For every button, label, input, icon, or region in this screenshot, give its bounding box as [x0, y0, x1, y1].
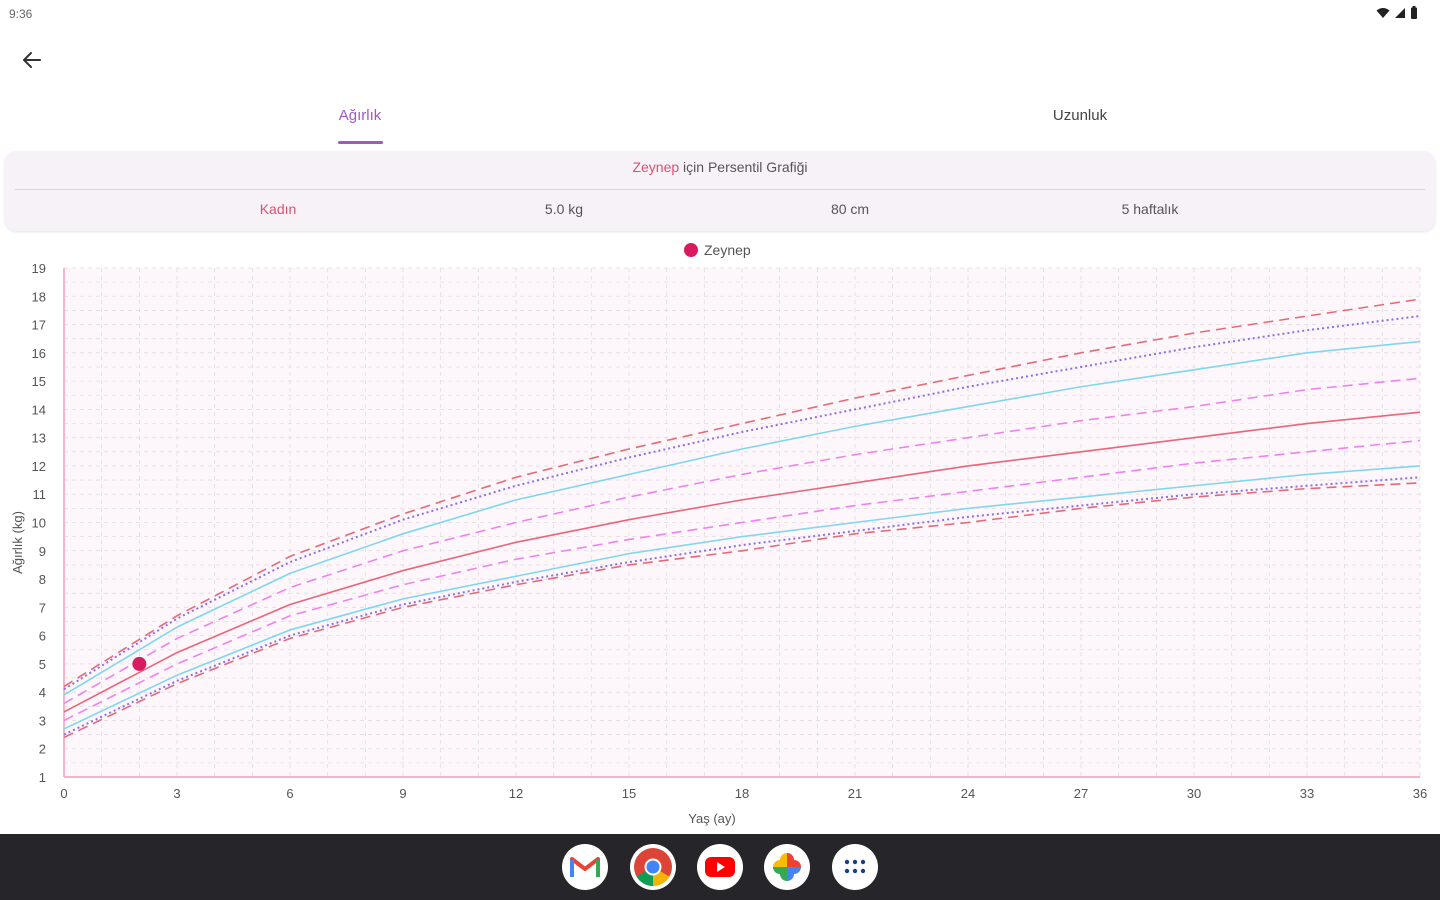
percentile-curve [63, 476, 1421, 736]
tab-length-label: Uzunluk [1052, 107, 1108, 124]
x-tick-label: 30 [1187, 786, 1201, 801]
percentile-curve [63, 377, 1421, 705]
active-tab-indicator [338, 141, 383, 144]
y-tick-label: 3 [39, 713, 46, 728]
y-axis-title: Ağırlık (kg) [10, 511, 25, 574]
x-tick-label: 18 [735, 786, 749, 801]
x-tick-label: 0 [60, 786, 67, 801]
y-tick-label: 7 [39, 600, 46, 615]
x-tick-label: 36 [1413, 786, 1427, 801]
y-tick-label: 17 [32, 318, 46, 333]
data-point [132, 656, 147, 671]
battery-icon [1411, 6, 1417, 19]
x-tick-label: 27 [1074, 786, 1088, 801]
x-tick-label: 3 [173, 786, 180, 801]
y-tick-label: 10 [32, 516, 46, 531]
y-tick-label: 8 [39, 572, 46, 587]
percentile-curve [63, 439, 1421, 722]
x-tick-label: 9 [399, 786, 406, 801]
info-card: Zeynep için Persentil Grafiği Kadın 5.0 … [5, 151, 1435, 231]
youtube-icon[interactable] [697, 844, 743, 890]
y-tick-label: 1 [39, 770, 46, 785]
legend-marker [684, 243, 698, 257]
percentile-curve [63, 298, 1421, 688]
x-tick-label: 33 [1300, 786, 1314, 801]
y-tick-label: 14 [32, 402, 46, 417]
legend-label: Zeynep [704, 242, 751, 258]
wifi-icon [1376, 7, 1390, 18]
status-bar: 9:36 [0, 0, 1440, 28]
info-divider [15, 189, 1425, 190]
navigation-bar [0, 834, 1440, 900]
height-value: 80 cm [830, 201, 870, 217]
y-tick-label: 16 [32, 346, 46, 361]
x-tick-label: 15 [622, 786, 636, 801]
y-tick-label: 2 [39, 742, 46, 757]
y-tick-label: 12 [32, 459, 46, 474]
x-tick-label: 21 [848, 786, 862, 801]
y-tick-label: 9 [39, 544, 46, 559]
y-tick-label: 4 [39, 685, 46, 700]
y-tick-label: 5 [39, 657, 46, 672]
x-tick-label: 6 [286, 786, 293, 801]
y-tick-label: 18 [32, 289, 46, 304]
percentile-curve [63, 465, 1421, 730]
child-name: Zeynep [632, 159, 680, 175]
info-title-rest: için Persentil Grafiği [679, 159, 808, 175]
tab-bar: Ağırlık Uzunluk [0, 96, 1440, 146]
tab-length[interactable]: Uzunluk [720, 96, 1440, 146]
percentile-curve [63, 340, 1421, 696]
x-tick-label: 24 [961, 786, 975, 801]
tab-weight[interactable]: Ağırlık [0, 96, 720, 146]
y-tick-label: 13 [32, 431, 46, 446]
status-time: 9:36 [9, 7, 33, 21]
signal-icon [1395, 7, 1405, 18]
percentile-curve [63, 482, 1421, 739]
weight-value: 5.0 kg [544, 201, 584, 217]
chrome-icon[interactable] [630, 844, 676, 890]
x-axis-title: Yaş (ay) [688, 811, 735, 826]
tab-weight-label: Ağırlık [338, 107, 382, 124]
y-tick-label: 11 [33, 487, 47, 502]
info-row: Kadın 5.0 kg 80 cm 5 haftalık [5, 201, 1435, 221]
gender-value: Kadın [259, 201, 297, 217]
app-bar [0, 36, 1440, 84]
arrow-back-icon [23, 52, 41, 68]
y-tick-label: 6 [39, 629, 46, 644]
gmail-icon[interactable] [562, 844, 608, 890]
back-button[interactable] [12, 40, 52, 80]
info-card-title: Zeynep için Persentil Grafiği [5, 159, 1435, 175]
photos-icon[interactable] [764, 844, 810, 890]
percentile-curve [63, 315, 1421, 691]
age-value: 5 haftalık [1121, 201, 1179, 217]
app-drawer-icon[interactable] [832, 844, 878, 890]
percentile-curve [63, 411, 1421, 713]
status-icons [1376, 6, 1418, 19]
y-tick-label: 19 [32, 261, 46, 276]
x-tick-label: 12 [509, 786, 523, 801]
y-tick-label: 15 [32, 374, 46, 389]
